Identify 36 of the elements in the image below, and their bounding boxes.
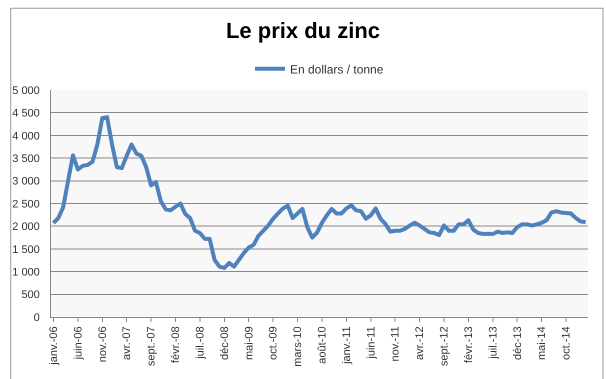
y-tick-label: 1 000 (12, 266, 40, 278)
y-tick-label: 4 500 (12, 108, 40, 120)
y-tick-label: 0 (34, 312, 40, 324)
x-tick-label: mai-09 (243, 326, 256, 360)
y-tick-label: 5 000 (12, 84, 40, 97)
x-tick-label: févr.-13 (462, 326, 475, 364)
y-tick-label: 3 500 (12, 152, 40, 165)
line-series (51, 115, 588, 270)
x-tick-label: avr.-07 (121, 326, 134, 360)
x-tick-label: févr.-08 (170, 326, 182, 364)
x-tick-label: juin-06 (72, 326, 84, 360)
x-tick-label: juil.-08 (194, 326, 206, 360)
x-tick-label: oct.-09 (268, 326, 280, 360)
y-tick-label: 1 500 (12, 244, 40, 256)
x-tick-label: déc-08 (218, 326, 231, 360)
y-tick-label: 2 000 (12, 221, 40, 234)
x-tick-label: déc-13 (512, 326, 524, 360)
x-tick-label: nov.-06 (96, 326, 109, 362)
x-tick-label: nov.-11 (390, 326, 402, 362)
x-tick-label: sept.-07 (146, 326, 158, 366)
x-tick-label: mai-14 (536, 326, 548, 360)
chart-title: Le prix du zinc (226, 18, 380, 44)
x-tick-label: oct.-14 (560, 326, 573, 360)
x-tick-label: août-10 (316, 326, 329, 364)
x-tick-label: mars-10 (292, 326, 304, 367)
x-tick-label: sept.-12 (438, 326, 451, 366)
x-tick-label: juil.-13 (487, 326, 500, 360)
y-tick-label: 4 000 (12, 130, 40, 142)
x-tick-label: juin-11 (365, 326, 378, 360)
x-tick-label: avr.-12 (414, 326, 426, 360)
y-tick-label: 500 (21, 289, 40, 302)
y-tick-label: 2 500 (12, 198, 40, 210)
y-tick-label: 3 000 (12, 176, 40, 188)
x-tick-label: janv.-11 (340, 326, 353, 365)
legend-label: En dollars / tonne (290, 62, 384, 76)
x-tick-label: janv.-06 (48, 326, 60, 366)
